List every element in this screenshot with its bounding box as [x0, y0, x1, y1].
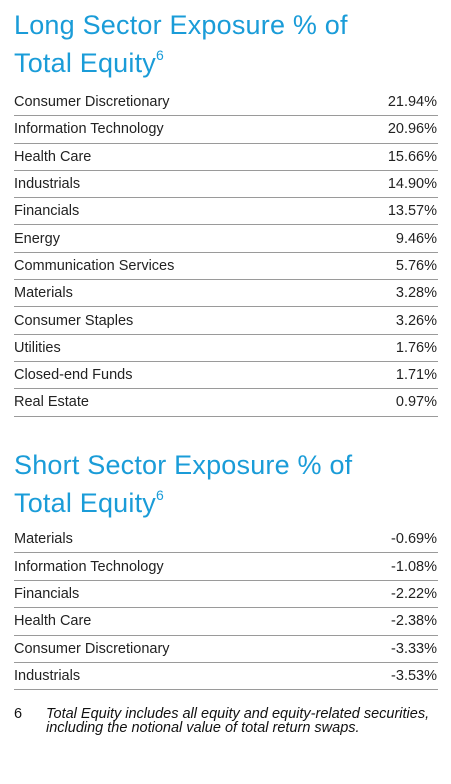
- footnote-text: Total Equity includes all equity and equ…: [46, 706, 430, 736]
- table-row: Energy 9.46%: [14, 225, 438, 253]
- table-row: Financials -2.22%: [14, 581, 438, 609]
- long-exposure-section: Long Sector Exposure % of Total Equity6 …: [14, 6, 438, 417]
- sector-name: Consumer Discretionary: [14, 640, 170, 657]
- sector-name: Industrials: [14, 176, 81, 193]
- sector-value: 1.71%: [395, 367, 437, 384]
- sector-value: -2.22%: [391, 585, 437, 602]
- sector-name: Real Estate: [14, 394, 89, 411]
- table-row: Information Technology 20.96%: [14, 116, 438, 144]
- short-title-line2: Total Equity: [14, 488, 156, 518]
- table-row: Consumer Staples 3.26%: [14, 307, 438, 335]
- sector-value: -2.38%: [391, 613, 437, 630]
- sector-value: 13.57%: [387, 203, 437, 220]
- sector-value: 3.28%: [395, 285, 437, 302]
- sector-name: Materials: [14, 531, 73, 548]
- sector-name: Consumer Staples: [14, 312, 134, 329]
- long-exposure-title: Long Sector Exposure % of Total Equity6: [14, 6, 438, 82]
- table-row: Real Estate 0.97%: [14, 389, 438, 417]
- table-row: Consumer Discretionary -3.33%: [14, 636, 438, 663]
- sector-name: Information Technology: [14, 121, 164, 138]
- sector-value: 9.46%: [395, 230, 437, 247]
- sector-value: -3.33%: [391, 640, 437, 657]
- short-title-line1: Short Sector Exposure % of: [14, 450, 353, 480]
- short-exposure-section: Short Sector Exposure % of Total Equity6…: [14, 446, 438, 691]
- table-row: Materials 3.28%: [14, 280, 438, 308]
- table-row: Communication Services 5.76%: [14, 253, 438, 281]
- sector-value: -1.08%: [391, 558, 437, 575]
- short-footnote-ref: 6: [155, 487, 164, 503]
- long-exposure-table: Consumer Discretionary 21.94% Information …: [14, 89, 438, 417]
- sector-value: 0.97%: [395, 394, 437, 411]
- sector-name: Energy: [14, 230, 60, 247]
- table-row: Materials -0.69%: [14, 526, 438, 554]
- table-row: Consumer Discretionary 21.94%: [14, 89, 438, 117]
- sector-value: 5.76%: [395, 257, 437, 274]
- long-title-line2: Total Equity: [14, 48, 156, 78]
- sector-value: 14.90%: [387, 176, 437, 193]
- sector-name: Industrials: [14, 668, 81, 685]
- table-row: Utilities 1.76%: [14, 335, 438, 362]
- table-row: Information Technology -1.08%: [14, 553, 438, 581]
- table-row: Industrials -3.53%: [14, 663, 438, 691]
- sector-name: Materials: [14, 285, 73, 302]
- sector-value: -0.69%: [391, 531, 437, 548]
- sector-value: 15.66%: [387, 148, 437, 165]
- table-row: Industrials 14.90%: [14, 171, 438, 199]
- sector-name: Health Care: [14, 148, 92, 165]
- sector-name: Utilities: [14, 339, 61, 356]
- long-title-line1: Long Sector Exposure % of: [14, 10, 348, 40]
- sector-name: Information Technology: [14, 558, 164, 575]
- sector-value: 1.76%: [395, 339, 437, 356]
- sector-name: Health Care: [14, 613, 92, 630]
- sector-name: Financials: [14, 585, 80, 602]
- sector-value: 20.96%: [387, 121, 437, 138]
- table-row: Financials 13.57%: [14, 198, 438, 226]
- sector-value: 21.94%: [387, 94, 437, 111]
- sector-name: Financials: [14, 203, 80, 220]
- sector-value: 3.26%: [395, 312, 437, 329]
- footnote-number: 6: [14, 706, 23, 722]
- long-footnote-ref: 6: [155, 47, 164, 63]
- short-exposure-table: Materials -0.69% Information Technology -1.…: [14, 526, 438, 691]
- table-row: Closed-end Funds 1.71%: [14, 362, 438, 390]
- sector-value: -3.53%: [391, 668, 437, 685]
- footnote: 6 Total Equity includes all equity and e…: [14, 706, 434, 736]
- table-row: Health Care 15.66%: [14, 144, 438, 171]
- short-exposure-title: Short Sector Exposure % of Total Equity6: [14, 446, 438, 522]
- sector-name: Consumer Discretionary: [14, 94, 170, 111]
- sector-name: Closed-end Funds: [14, 367, 133, 384]
- sector-name: Communication Services: [14, 257, 175, 274]
- table-row: Health Care -2.38%: [14, 608, 438, 636]
